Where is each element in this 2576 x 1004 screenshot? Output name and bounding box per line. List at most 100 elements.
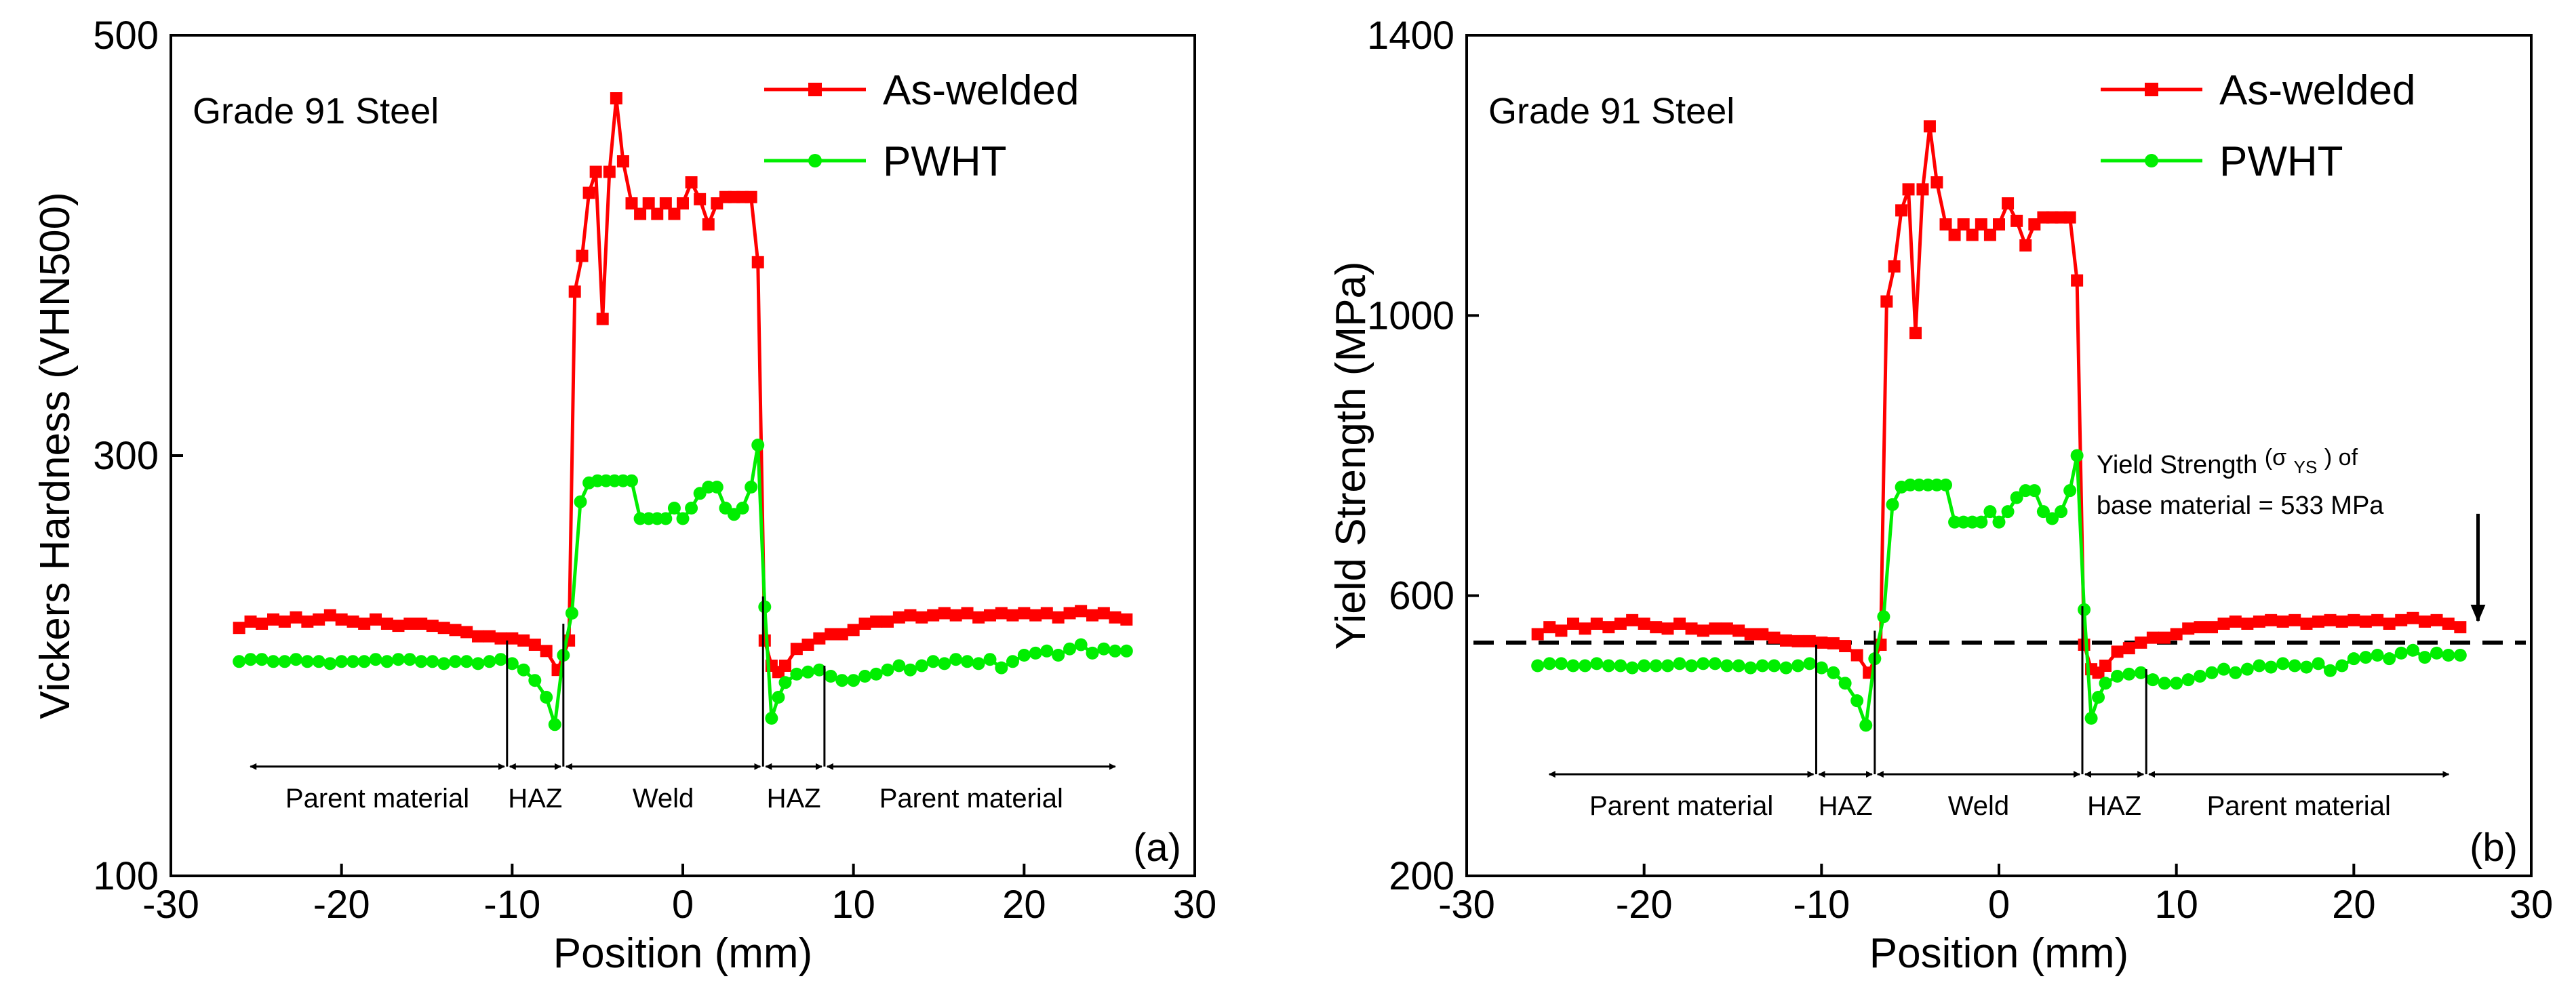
data-point-pwht (1756, 659, 1769, 672)
series-line-pwht (239, 443, 1127, 727)
data-point-as-welded (568, 285, 581, 298)
data-point-as-welded (1638, 618, 1650, 630)
data-point-as-welded (1709, 622, 1722, 635)
data-point-pwht (1930, 478, 1943, 491)
data-point-as-welded (1086, 609, 1098, 622)
zone-label: HAZ (767, 784, 821, 814)
legend-label-pwht: PWHT (2219, 138, 2343, 185)
data-point-pwht (2158, 677, 2171, 690)
data-point-as-welded (2454, 621, 2467, 634)
data-point-as-welded (2324, 614, 2337, 626)
data-point-as-welded (403, 618, 416, 630)
yield-note-symbol: (σ (2265, 445, 2286, 470)
data-point-as-welded (938, 607, 951, 620)
data-point-pwht (1108, 644, 1122, 658)
data-point-as-welded (603, 165, 616, 178)
data-point-as-welded (2146, 631, 2159, 644)
legend-entry-pwht: PWHT (2101, 138, 2343, 185)
data-point-as-welded (392, 620, 405, 632)
data-point-pwht (983, 653, 997, 666)
x-tick-label: -10 (483, 883, 540, 927)
data-point-pwht (2299, 660, 2313, 674)
data-point-as-welded (1957, 218, 1970, 230)
legend-label-pwht: PWHT (883, 138, 1007, 185)
data-point-as-welded (2135, 636, 2147, 649)
data-point-pwht (2371, 649, 2384, 662)
data-point-as-welded (2265, 614, 2278, 626)
data-point-pwht (437, 657, 451, 670)
x-tick-label: -20 (1616, 883, 1673, 927)
data-point-pwht (2253, 659, 2266, 672)
data-point-as-welded (984, 609, 996, 622)
data-point-pwht (667, 502, 681, 515)
data-point-as-welded (651, 207, 664, 220)
data-point-as-welded (634, 207, 647, 220)
data-point-as-welded (1768, 631, 1781, 644)
data-point-pwht (2092, 691, 2105, 704)
data-point-pwht (1767, 659, 1781, 672)
data-point-as-welded (1983, 228, 1996, 241)
data-point-pwht (2084, 712, 2098, 725)
data-point-as-welded (1685, 622, 1698, 635)
data-point-as-welded (1993, 218, 2005, 230)
data-point-as-welded (313, 613, 325, 626)
data-point-as-welded (1673, 618, 1686, 630)
data-point-as-welded (290, 611, 302, 624)
data-point-pwht (460, 655, 473, 668)
data-point-pwht (659, 512, 673, 525)
data-point-as-welded (1756, 628, 1769, 641)
data-point-pwht (1566, 659, 1580, 672)
data-point-pwht (2276, 657, 2290, 670)
data-point-as-welded (2383, 618, 2396, 630)
x-tick-label: 0 (1988, 883, 2010, 927)
data-point-as-welded (2182, 622, 2195, 635)
data-point-as-welded (825, 628, 837, 641)
data-point-pwht (380, 655, 394, 668)
data-point-as-welded (1791, 635, 1804, 647)
data-point-pwht (517, 663, 530, 677)
data-point-as-welded (1018, 607, 1031, 620)
data-point-pwht (2122, 667, 2136, 681)
data-point-as-welded (1614, 618, 1627, 630)
data-point-as-welded (506, 632, 519, 645)
data-point-as-welded (2335, 615, 2348, 628)
x-tick-label: 30 (1173, 883, 1217, 927)
data-point-as-welded (779, 660, 791, 672)
data-point-as-welded (335, 613, 348, 626)
data-point-pwht (625, 474, 638, 487)
data-point-pwht (1086, 646, 1099, 660)
data-point-as-welded (2194, 621, 2206, 634)
data-point-pwht (938, 657, 951, 670)
zone-label: HAZ (2087, 791, 2141, 821)
hardness-annotation: Grade 91 Steel (193, 91, 439, 132)
data-point-pwht (2324, 664, 2337, 677)
data-point-pwht (369, 653, 382, 666)
data-point-as-welded (1555, 624, 1568, 637)
data-point-pwht (881, 663, 894, 677)
data-point-pwht (1779, 661, 1793, 675)
data-point-pwht (2010, 491, 2023, 504)
data-point-as-welded (1780, 634, 1792, 647)
data-point-pwht (1939, 478, 1952, 491)
data-point-pwht (1685, 659, 1699, 672)
data-point-as-welded (2406, 611, 2419, 624)
data-point-pwht (1029, 646, 1042, 660)
data-point-as-welded (2419, 615, 2431, 628)
data-point-pwht (2070, 449, 2084, 462)
x-tick-label: 30 (2510, 883, 2554, 927)
data-point-as-welded (2347, 614, 2360, 626)
legend-marker-as-welded (808, 83, 822, 96)
data-point-as-welded (346, 615, 359, 628)
data-point-pwht (949, 653, 963, 666)
hardness-legend: As-welded PWHT (764, 67, 1079, 185)
y-tick-label: 500 (93, 14, 159, 58)
legend-marker-pwht (2145, 154, 2158, 167)
data-point-as-welded (449, 624, 462, 637)
data-point-as-welded (380, 618, 393, 630)
data-point-as-welded (528, 639, 541, 651)
data-point-pwht (790, 667, 804, 681)
x-tick-label: -20 (313, 883, 370, 927)
data-point-pwht (1697, 657, 1710, 670)
data-point-as-welded (995, 607, 1008, 620)
data-point-pwht (528, 674, 542, 687)
